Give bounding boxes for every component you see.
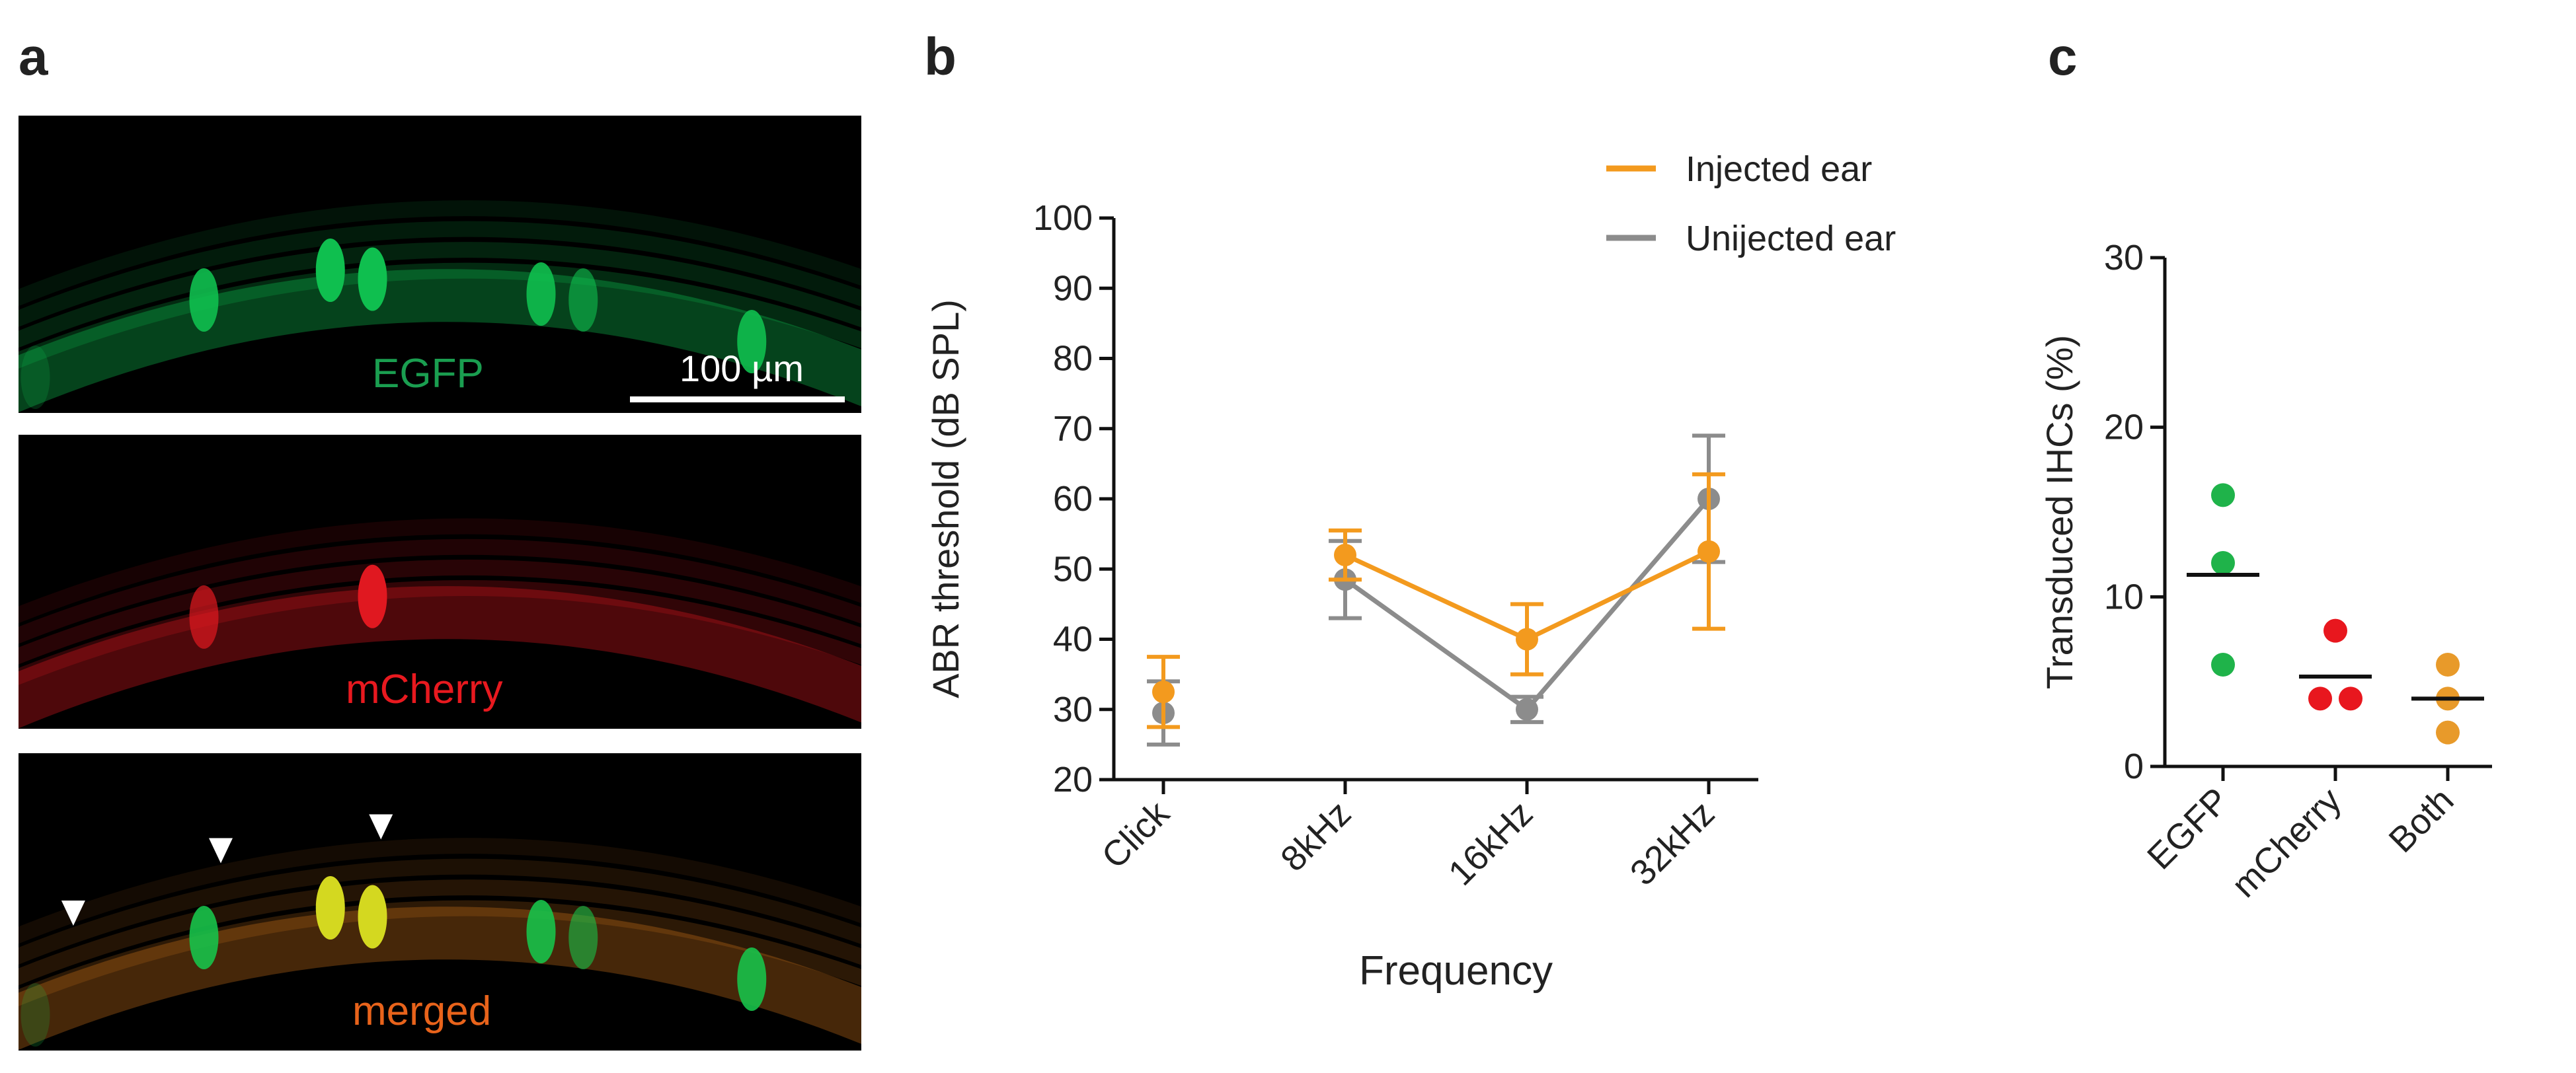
labeled-cell [315, 239, 345, 302]
x-tick-label: 16kHz [1441, 794, 1541, 893]
y-tick-label: 40 [1053, 620, 1093, 659]
panel-letter-a: a [19, 27, 48, 86]
micrograph-label-egfp: EGFP [372, 351, 484, 396]
x-axis-label: Frequency [1359, 948, 1553, 994]
tissue-band [19, 242, 861, 348]
scale-bar [630, 396, 845, 402]
tissue-band [19, 221, 861, 327]
labeled-cell [358, 564, 387, 628]
tissue-band [19, 200, 861, 307]
data-point [1152, 681, 1175, 704]
arrowhead [369, 814, 393, 840]
labeled-cell [20, 346, 50, 409]
data-point [1516, 698, 1538, 721]
arrowhead [61, 901, 85, 926]
tissue-band [19, 580, 861, 685]
tissue-band [19, 879, 861, 986]
data-point [1334, 544, 1356, 566]
data-point [1516, 628, 1538, 651]
labeled-cell [358, 247, 387, 311]
y-tick-label: 50 [1053, 549, 1093, 589]
labeled-cell [189, 585, 219, 649]
scale-bar-label: 100 µm [680, 348, 804, 389]
tissue-band [19, 559, 861, 665]
y-tick-label: 100 [1033, 198, 1093, 238]
labeled-cell [358, 885, 387, 949]
tissue-band [19, 838, 861, 944]
labeled-cell [568, 268, 598, 332]
micrograph-mcherry: mCherry [19, 435, 861, 729]
y-tick-label: 10 [2104, 577, 2144, 616]
data-point [2308, 686, 2332, 711]
x-tick-label: EGFP [2140, 780, 2236, 877]
y-tick-label: 0 [2124, 747, 2144, 786]
tissue-band [19, 518, 861, 624]
panel-letter-c: c [2048, 27, 2078, 86]
labeled-cell [568, 906, 598, 969]
x-tick-label: 8kHz [1273, 794, 1358, 879]
y-tick-label: 80 [1053, 339, 1093, 379]
data-point [2323, 618, 2347, 643]
labeled-cell [20, 983, 50, 1047]
x-tick-label: mCherry [2224, 780, 2349, 905]
hair-cell-row [19, 586, 861, 729]
labeled-cell [737, 310, 767, 373]
y-tick-label: 20 [1053, 760, 1093, 799]
micrograph-label-merged: merged [352, 988, 492, 1034]
labeled-cell [737, 947, 767, 1011]
tissue-band [19, 858, 861, 965]
micrograph-merged: merged [19, 753, 861, 1051]
data-point [2211, 551, 2235, 575]
tissue-band [19, 900, 861, 1006]
y-tick-label: 70 [1053, 409, 1093, 449]
legend-label: Unijected ear [1686, 219, 1896, 258]
x-tick-label: Click [1094, 793, 1177, 876]
y-axis-label: ABR threshold (dB SPL) [925, 299, 966, 698]
arrowhead [209, 838, 233, 864]
labeled-cell [526, 262, 556, 326]
x-tick-label: Both [2382, 780, 2462, 860]
data-point [2339, 686, 2362, 711]
micrograph-label-mcherry: mCherry [346, 667, 503, 712]
tissue-band [19, 538, 861, 644]
legend-label: Injected ear [1686, 149, 1872, 189]
data-point [1698, 540, 1720, 563]
abr-threshold-chart: 20 30 40 50 60 70 80 90 100 Click 8kHz 16kHz 32kHz AB… [925, 149, 1896, 994]
x-tick-label: 32kHz [1623, 794, 1723, 893]
tissue-band [19, 262, 861, 369]
y-tick-label: 60 [1053, 479, 1093, 519]
labeled-cell [315, 876, 345, 940]
y-tick-label: 30 [2104, 238, 2144, 278]
egfp-cell-band [19, 200, 861, 413]
labeled-cell [526, 900, 556, 963]
y-tick-label: 20 [2104, 408, 2144, 447]
labeled-cell [189, 268, 219, 332]
y-axis-label: Transduced IHCs (%) [2039, 335, 2080, 689]
micrograph-egfp: EGFP 100 µm [19, 116, 861, 413]
panel-letter-b: b [924, 27, 956, 86]
merged-cell-band [19, 814, 861, 1051]
y-tick-label: 30 [1053, 690, 1093, 729]
data-point [2211, 483, 2235, 507]
mcherry-cell-band [19, 518, 861, 729]
labeled-cell [189, 906, 219, 969]
data-point [2436, 653, 2460, 677]
data-point [2211, 653, 2235, 677]
y-tick-label: 90 [1053, 268, 1093, 308]
data-point [2436, 720, 2460, 745]
